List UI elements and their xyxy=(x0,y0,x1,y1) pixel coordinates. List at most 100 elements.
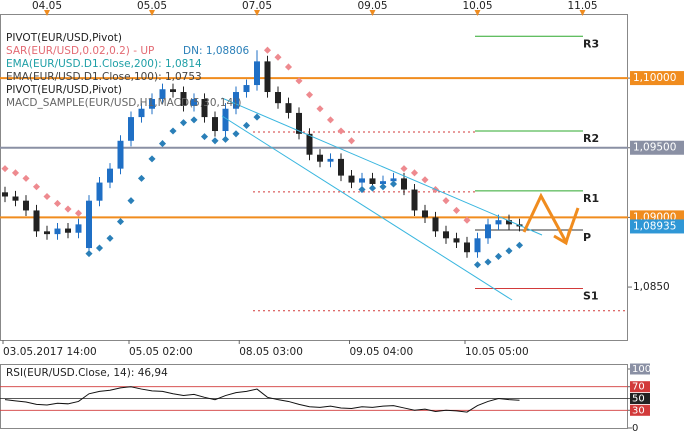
pivot-label: R3 xyxy=(583,37,599,50)
candle-body xyxy=(285,103,292,113)
candle-body xyxy=(432,217,439,232)
sar-dot xyxy=(232,130,240,138)
sar-dot xyxy=(190,116,198,124)
legend-item: EMA(EUR/USD.D1.Close,200): 1,0814 xyxy=(6,58,202,70)
sar-dot xyxy=(158,140,167,148)
sar-dot xyxy=(221,135,230,143)
y-tick-label: 1,10000 xyxy=(633,72,676,84)
sar-dot xyxy=(316,105,324,113)
channel-lower xyxy=(221,115,513,301)
top-tick xyxy=(44,10,50,16)
rsi-tick-label: 0 xyxy=(632,423,638,433)
candle-body xyxy=(75,224,82,233)
candle-body xyxy=(149,98,155,109)
sar-dot xyxy=(179,119,188,127)
candle-body xyxy=(2,192,8,197)
x-tick-label: 10.05 05:00 xyxy=(465,346,529,358)
candle-body xyxy=(233,92,239,109)
sar-dot xyxy=(484,258,492,266)
plot-frame xyxy=(0,14,628,341)
sar-dot xyxy=(74,209,83,217)
y-tick-box xyxy=(630,71,684,86)
sar-dot xyxy=(211,137,219,145)
sar-dot xyxy=(263,46,272,54)
candle-body xyxy=(474,238,481,253)
rsi-tick-box xyxy=(630,363,650,375)
legend-item: EMA(EUR/USD.D1.Close,100): 1,0753 xyxy=(6,71,202,83)
sar-dot xyxy=(253,113,261,121)
candle-body xyxy=(128,117,134,141)
pivot-label: S1 xyxy=(583,289,599,302)
legend-item: PIVOT(EUR/USD,Pivot) xyxy=(6,32,122,44)
forecast-arrow-head xyxy=(553,207,580,246)
sar-dot xyxy=(11,169,20,177)
candle-body xyxy=(117,140,124,169)
candle-body xyxy=(44,231,50,235)
sar-dot xyxy=(473,261,482,269)
rsi-frame xyxy=(0,364,628,429)
candle-body xyxy=(33,210,40,232)
pivot-label: R1 xyxy=(583,192,599,205)
top-tick-label: 09.05 xyxy=(357,0,387,12)
candle-body xyxy=(12,196,19,201)
sar-dot xyxy=(200,133,209,141)
candle-body xyxy=(485,224,491,239)
candle-body xyxy=(264,61,271,93)
rsi-tick-label: 30 xyxy=(632,405,645,416)
sar-dot xyxy=(358,186,366,194)
candle-body xyxy=(317,154,323,162)
forecast-arrow xyxy=(522,192,568,243)
candle-body xyxy=(96,182,103,201)
sar-dot xyxy=(494,252,503,260)
candle-body xyxy=(159,89,166,99)
x-tick-label: 08.05 03:00 xyxy=(239,346,303,358)
candle-body xyxy=(243,85,250,93)
candle-body xyxy=(411,189,418,211)
sar-dot xyxy=(32,183,41,191)
top-tick xyxy=(254,10,260,16)
top-tick-label: 11.05 xyxy=(567,0,597,12)
legend-item: PIVOT(EUR/USD,Pivot) xyxy=(6,84,122,96)
legend-item: DN: 1,08806 xyxy=(183,45,250,57)
candle-body xyxy=(296,112,302,134)
sar-dot xyxy=(284,63,293,71)
candle-body xyxy=(54,228,61,235)
sar-dot xyxy=(368,184,377,192)
sar-dot xyxy=(148,155,156,163)
x-tick-label: 03.05.2017 14:00 xyxy=(3,346,97,358)
candle-body xyxy=(212,117,218,132)
sar-dot xyxy=(400,165,408,173)
sar-dot xyxy=(127,197,135,205)
sar-dot xyxy=(64,205,72,213)
sar-dot xyxy=(137,174,146,182)
candle-body xyxy=(401,178,407,190)
rsi-tick-label: 50 xyxy=(632,394,645,405)
top-tick-label: 04.05 xyxy=(32,0,62,12)
candle-body xyxy=(201,98,208,118)
candle-body xyxy=(380,181,386,184)
top-tick-label: 05.05 xyxy=(137,0,167,12)
candle-body xyxy=(107,168,113,183)
sar-dot xyxy=(305,91,314,99)
sar-dot xyxy=(337,127,345,135)
last-price-label: 1,08935 xyxy=(633,220,676,232)
candle-body xyxy=(254,61,260,86)
candle-body xyxy=(275,92,281,104)
pivot-label: P xyxy=(583,231,591,244)
sar-dot xyxy=(463,216,471,224)
candle-body xyxy=(422,210,428,218)
sar-dot xyxy=(274,53,282,61)
candle-body xyxy=(443,231,449,239)
candle-body xyxy=(222,108,229,132)
sar-dot xyxy=(53,199,62,208)
rsi-tick-label: 100 xyxy=(632,364,651,375)
x-tick-label: 09.05 04:00 xyxy=(350,346,414,358)
rsi-line xyxy=(4,386,520,413)
sar-dot xyxy=(116,218,125,226)
y-tick-label: 1,0850 xyxy=(633,281,670,293)
legend: PIVOT(EUR/USD,Pivot) SAR(EUR/USD,0.02,0.… xyxy=(6,32,250,109)
candle-body xyxy=(180,92,187,106)
candle-body xyxy=(495,220,502,225)
top-tick-label: 07.05 xyxy=(242,0,272,12)
